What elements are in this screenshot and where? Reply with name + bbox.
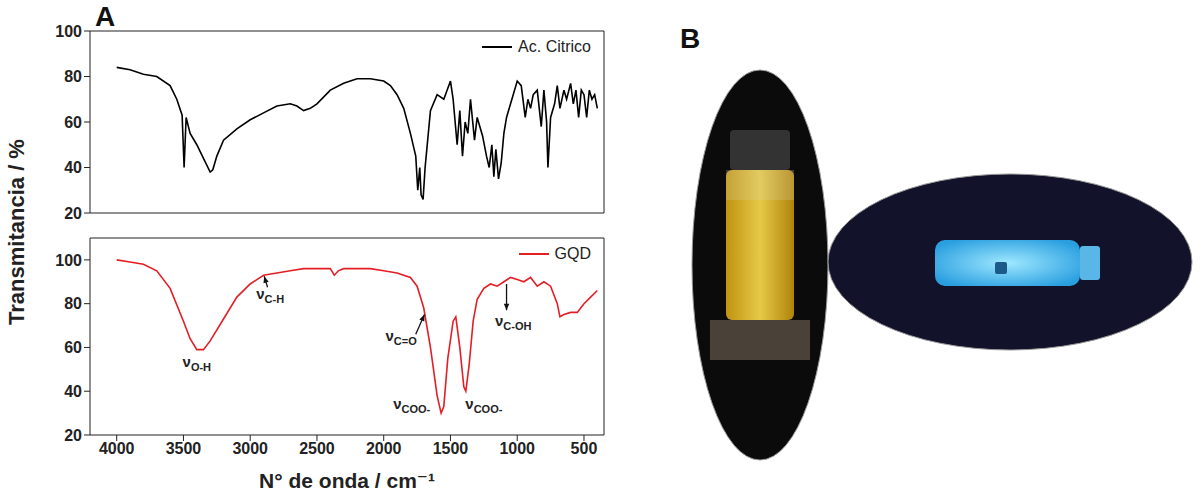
svg-text:3500: 3500 xyxy=(166,440,202,457)
svg-text:20: 20 xyxy=(64,427,82,444)
html-text:GQD: GQD xyxy=(554,245,591,262)
html-text:Ac. Citrico: Ac. Citrico xyxy=(518,38,591,55)
svg-text:80: 80 xyxy=(64,68,82,85)
svg-text:100: 100 xyxy=(55,252,82,269)
svg-text:60: 60 xyxy=(64,339,82,356)
svg-text:40: 40 xyxy=(64,159,82,176)
svg-text:1000: 1000 xyxy=(499,440,535,457)
svg-text:N° de onda / cm⁻¹: N° de onda / cm⁻¹ xyxy=(259,469,435,492)
svg-text:4000: 4000 xyxy=(99,440,135,457)
svg-text:80: 80 xyxy=(64,295,82,312)
svg-text:500: 500 xyxy=(571,440,598,457)
svg-text:B: B xyxy=(680,23,700,54)
svg-text:60: 60 xyxy=(64,114,82,131)
svg-text:2500: 2500 xyxy=(299,440,335,457)
svg-text:A: A xyxy=(95,1,115,32)
svg-text:40: 40 xyxy=(64,383,82,400)
svg-text:νC-H: νC-H xyxy=(256,285,284,305)
svg-text:3000: 3000 xyxy=(232,440,268,457)
svg-text:νCOO-: νCOO- xyxy=(465,395,502,415)
svg-text:2000: 2000 xyxy=(366,440,402,457)
svg-text:νCOO-: νCOO- xyxy=(393,395,430,415)
svg-text:1500: 1500 xyxy=(433,440,469,457)
svg-text:100: 100 xyxy=(55,23,82,40)
svg-text:νC=O: νC=O xyxy=(385,327,417,347)
svg-text:νC-OH: νC-OH xyxy=(495,312,532,332)
svg-text:20: 20 xyxy=(64,205,82,222)
svg-text:νO-H: νO-H xyxy=(183,353,212,373)
svg-text:Transmitancia / %: Transmitancia / % xyxy=(4,139,29,325)
